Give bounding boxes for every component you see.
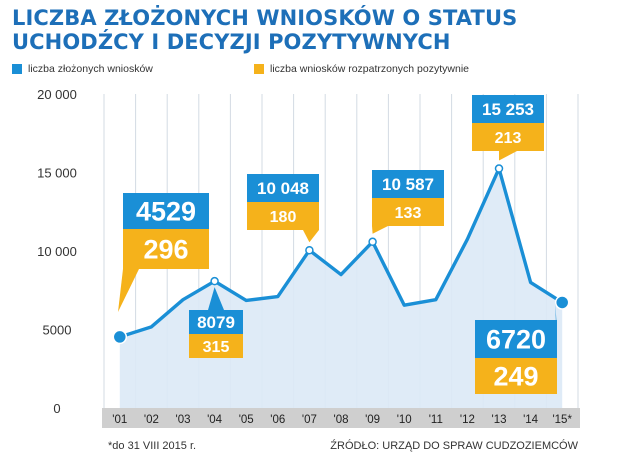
legend-swatch-blue bbox=[12, 64, 22, 74]
callout-total-value: 8079 bbox=[197, 313, 235, 332]
callout-positive-value: 315 bbox=[203, 339, 230, 356]
data-point bbox=[368, 237, 377, 247]
legend-item-submitted: liczba złożonych wniosków bbox=[12, 63, 153, 75]
data-point bbox=[305, 245, 314, 255]
callout-total-box bbox=[189, 310, 243, 334]
chart-title: LICZBA ZŁOŻONYCH WNIOSKÓW O STATUS UCHOD… bbox=[12, 6, 517, 54]
legend-label-positive: liczba wniosków rozpatrzonych pozytywnie bbox=[270, 63, 470, 75]
callout-positive-value: 296 bbox=[143, 235, 188, 265]
y-tick-label: 5000 bbox=[43, 323, 72, 338]
data-point bbox=[210, 276, 219, 286]
callout-pointer bbox=[372, 226, 388, 234]
footnote: *do 31 VIII 2015 r. bbox=[108, 440, 197, 452]
x-tick-label: '04 bbox=[207, 414, 223, 426]
callout: 15 253 213 bbox=[472, 95, 544, 161]
callout-total-box bbox=[123, 193, 209, 229]
x-tick-label: '15* bbox=[552, 414, 572, 426]
x-tick-label: '07 bbox=[302, 414, 317, 426]
x-tick-label: '09 bbox=[365, 414, 380, 426]
callout: 6720 249 bbox=[475, 302, 557, 394]
callout-pointer bbox=[118, 269, 139, 312]
callout-positive-value: 213 bbox=[495, 130, 522, 147]
y-tick-label: 10 000 bbox=[37, 244, 77, 259]
callout-total-value: 15 253 bbox=[482, 100, 534, 119]
callout-pointer bbox=[499, 151, 517, 161]
y-tick-label: 0 bbox=[53, 401, 60, 416]
series-line bbox=[119, 166, 564, 339]
data-point bbox=[112, 329, 128, 345]
callout: 4529 296 bbox=[118, 193, 209, 312]
x-tick-label: '05 bbox=[239, 414, 254, 426]
legend-item-positive: liczba wniosków rozpatrzonych pozytywnie bbox=[254, 63, 469, 75]
x-tick-label: '01 bbox=[112, 414, 127, 426]
callout: 10 048 180 bbox=[247, 174, 319, 243]
x-tick-label: '06 bbox=[270, 414, 285, 426]
callout-positive-box bbox=[475, 358, 557, 394]
x-tick-label: '14 bbox=[523, 414, 539, 426]
data-point bbox=[494, 164, 504, 173]
callout-total-value: 6720 bbox=[486, 325, 546, 355]
x-tick-label: '13 bbox=[492, 414, 507, 426]
callout-total-box bbox=[372, 170, 444, 198]
x-axis-band bbox=[102, 408, 580, 428]
x-tick-label: '02 bbox=[144, 414, 159, 426]
callout-positive-box bbox=[123, 229, 209, 269]
x-tick-label: '08 bbox=[334, 414, 349, 426]
callout-pointer bbox=[208, 287, 224, 310]
callout-total-value: 10 048 bbox=[257, 179, 309, 198]
callout-positive-value: 133 bbox=[395, 205, 422, 222]
callout-total-box bbox=[247, 174, 319, 202]
x-tick-label: '03 bbox=[176, 414, 191, 426]
legend-label-submitted: liczba złożonych wniosków bbox=[28, 63, 153, 75]
chart-title-line-1: LICZBA ZŁOŻONYCH WNIOSKÓW O STATUS bbox=[12, 6, 518, 30]
callout-positive-value: 180 bbox=[270, 209, 297, 226]
callout-total-box bbox=[475, 320, 557, 358]
y-tick-label: 15 000 bbox=[37, 166, 77, 181]
x-tick-label: '10 bbox=[397, 414, 412, 426]
callout-total-value: 4529 bbox=[136, 197, 196, 227]
data-point bbox=[554, 295, 570, 310]
callout: 8079 315 bbox=[189, 287, 243, 358]
x-tick-label: '12 bbox=[460, 414, 475, 426]
callout-pointer bbox=[303, 230, 319, 243]
source-note: ŹRÓDŁO: URZĄD DO SPRAW CUDZOZIEMCÓW bbox=[330, 440, 578, 452]
callout-total-box bbox=[472, 95, 544, 123]
legend-swatch-yellow bbox=[254, 64, 264, 74]
callout-positive-box bbox=[189, 334, 243, 358]
callout-positive-value: 249 bbox=[493, 362, 538, 392]
callout-positive-box bbox=[247, 202, 319, 230]
chart-title-line-2: UCHODŹCY I DECYZJI POZYTYWNYCH bbox=[12, 30, 451, 54]
y-tick-label: 20 000 bbox=[37, 87, 77, 102]
callout-pointer bbox=[555, 302, 557, 354]
callout-positive-box bbox=[372, 198, 444, 226]
callout-total-value: 10 587 bbox=[382, 175, 434, 194]
x-tick-label: '11 bbox=[429, 414, 443, 426]
callout: 10 587 133 bbox=[372, 170, 444, 234]
callout-positive-box bbox=[472, 123, 544, 151]
